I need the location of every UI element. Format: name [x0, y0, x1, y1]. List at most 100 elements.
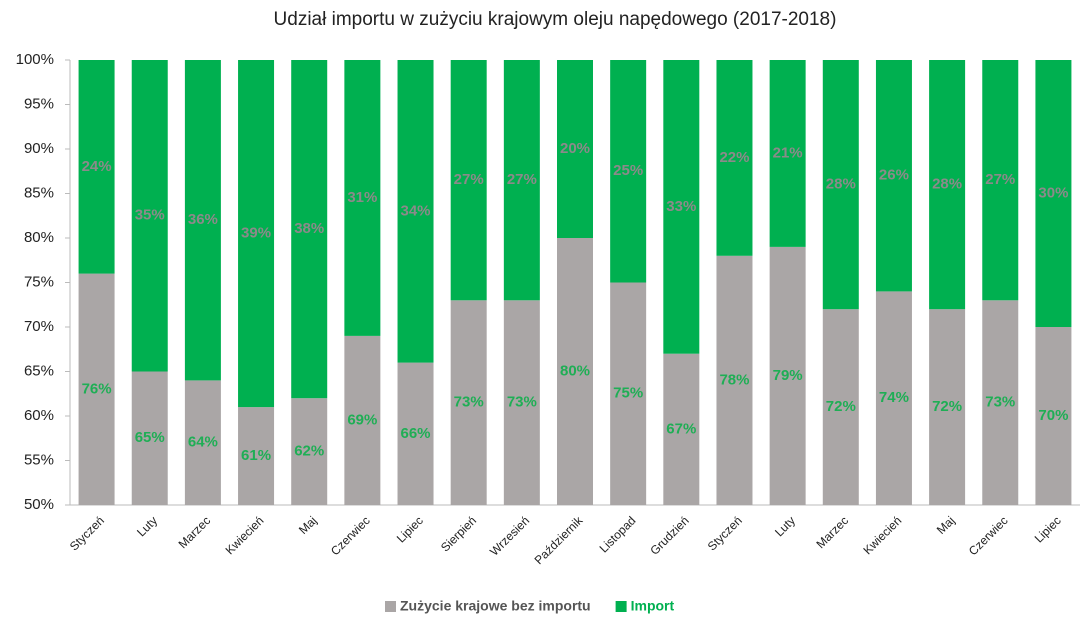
value-label: 30% — [1038, 184, 1068, 201]
y-tick-label: 95% — [24, 95, 54, 112]
value-label: 72% — [826, 398, 856, 415]
bar-segment — [929, 309, 966, 505]
value-label: 78% — [719, 371, 749, 388]
bar-segment — [929, 60, 966, 310]
bar-segment — [769, 246, 806, 505]
x-tick-label: Maj — [934, 513, 958, 537]
x-tick-label: Wrzesień — [487, 513, 532, 558]
bar-segment — [503, 300, 540, 505]
x-tick-label: Czerwiec — [966, 513, 1011, 558]
bar-segment — [557, 238, 593, 505]
value-label: 38% — [294, 220, 324, 237]
bar-segment — [397, 362, 434, 505]
legend-label: Zużycie krajowe bez importu — [400, 598, 591, 614]
y-tick-label: 65% — [24, 362, 54, 379]
x-tick-label: Kwiecień — [860, 513, 904, 557]
y-tick-label: 100% — [16, 51, 54, 68]
value-label: 24% — [82, 158, 112, 175]
bar-segment — [131, 371, 168, 505]
x-tick-label: Lipiec — [394, 513, 426, 545]
bar-segment — [503, 60, 540, 301]
value-label: 69% — [347, 411, 377, 428]
y-tick-label: 90% — [24, 140, 54, 157]
value-label: 27% — [985, 171, 1015, 188]
bar-segment — [769, 60, 806, 247]
bar-segment — [663, 60, 700, 354]
bar-segment — [184, 60, 221, 381]
bar-segment — [610, 282, 647, 505]
x-tick-label: Luty — [134, 513, 160, 539]
x-tick-label: Styczeń — [67, 513, 107, 553]
x-tick-label: Grudzień — [647, 513, 691, 557]
value-label: 66% — [401, 425, 431, 442]
x-tick-label: Listopad — [597, 513, 639, 555]
value-label: 80% — [560, 362, 590, 379]
x-tick-label: Czerwiec — [328, 513, 373, 558]
value-label: 25% — [613, 162, 643, 179]
value-label: 21% — [773, 144, 803, 161]
bar-segment — [982, 300, 1019, 505]
value-label: 35% — [135, 207, 165, 224]
bar-segment — [344, 335, 381, 505]
bar-segment — [291, 60, 328, 399]
value-label: 27% — [454, 171, 484, 188]
value-label: 73% — [985, 394, 1015, 411]
bar-segment — [1035, 60, 1072, 327]
bar-segment — [875, 60, 912, 292]
value-label: 36% — [188, 211, 218, 228]
y-tick-label: 55% — [24, 451, 54, 468]
bar-segment — [1035, 327, 1072, 505]
bar-segment — [982, 60, 1019, 301]
x-tick-label: Styczeń — [705, 513, 745, 553]
bar-segment — [238, 407, 275, 505]
bar-segment — [822, 60, 859, 310]
value-label: 61% — [241, 447, 271, 464]
value-label: 20% — [560, 140, 590, 157]
bar-segment — [78, 60, 115, 274]
y-tick-label: 60% — [24, 407, 54, 424]
value-label: 28% — [932, 176, 962, 193]
value-label: 64% — [188, 434, 218, 451]
legend-label: Import — [631, 598, 675, 614]
bar-segment — [78, 273, 115, 505]
value-label: 76% — [82, 380, 112, 397]
value-label: 34% — [401, 202, 431, 219]
bar-segment — [610, 60, 647, 283]
value-label: 31% — [347, 189, 377, 206]
bar-segment — [557, 60, 593, 238]
bar-segment — [344, 60, 381, 336]
bar-segment — [238, 60, 275, 408]
value-label: 67% — [666, 420, 696, 437]
bar-segment — [450, 300, 487, 505]
value-label: 33% — [666, 198, 696, 215]
y-tick-label: 75% — [24, 273, 54, 290]
x-tick-label: Lipiec — [1032, 513, 1064, 545]
y-tick-label: 50% — [24, 496, 54, 513]
value-label: 73% — [507, 394, 537, 411]
value-label: 79% — [773, 367, 803, 384]
bar-segment — [875, 291, 912, 505]
bar-segment — [131, 60, 168, 372]
bar-segment — [716, 255, 753, 505]
bar-segment — [716, 60, 753, 256]
value-label: 28% — [826, 176, 856, 193]
bar-segment — [663, 353, 700, 505]
value-label: 70% — [1038, 407, 1068, 424]
bar-segment — [822, 309, 859, 505]
bar-segment — [184, 380, 221, 505]
x-tick-label: Luty — [772, 513, 798, 539]
y-tick-label: 80% — [24, 229, 54, 246]
x-tick-label: Sierpień — [438, 513, 479, 554]
value-label: 26% — [879, 167, 909, 184]
bar-segment — [291, 398, 328, 505]
value-label: 75% — [613, 385, 643, 402]
bar-segment — [397, 60, 434, 363]
value-label: 62% — [294, 443, 324, 460]
value-label: 73% — [454, 394, 484, 411]
value-label: 22% — [719, 149, 749, 166]
x-tick-label: Kwiecień — [223, 513, 267, 557]
value-label: 39% — [241, 225, 271, 242]
legend-swatch — [615, 601, 627, 612]
y-tick-label: 70% — [24, 318, 54, 335]
